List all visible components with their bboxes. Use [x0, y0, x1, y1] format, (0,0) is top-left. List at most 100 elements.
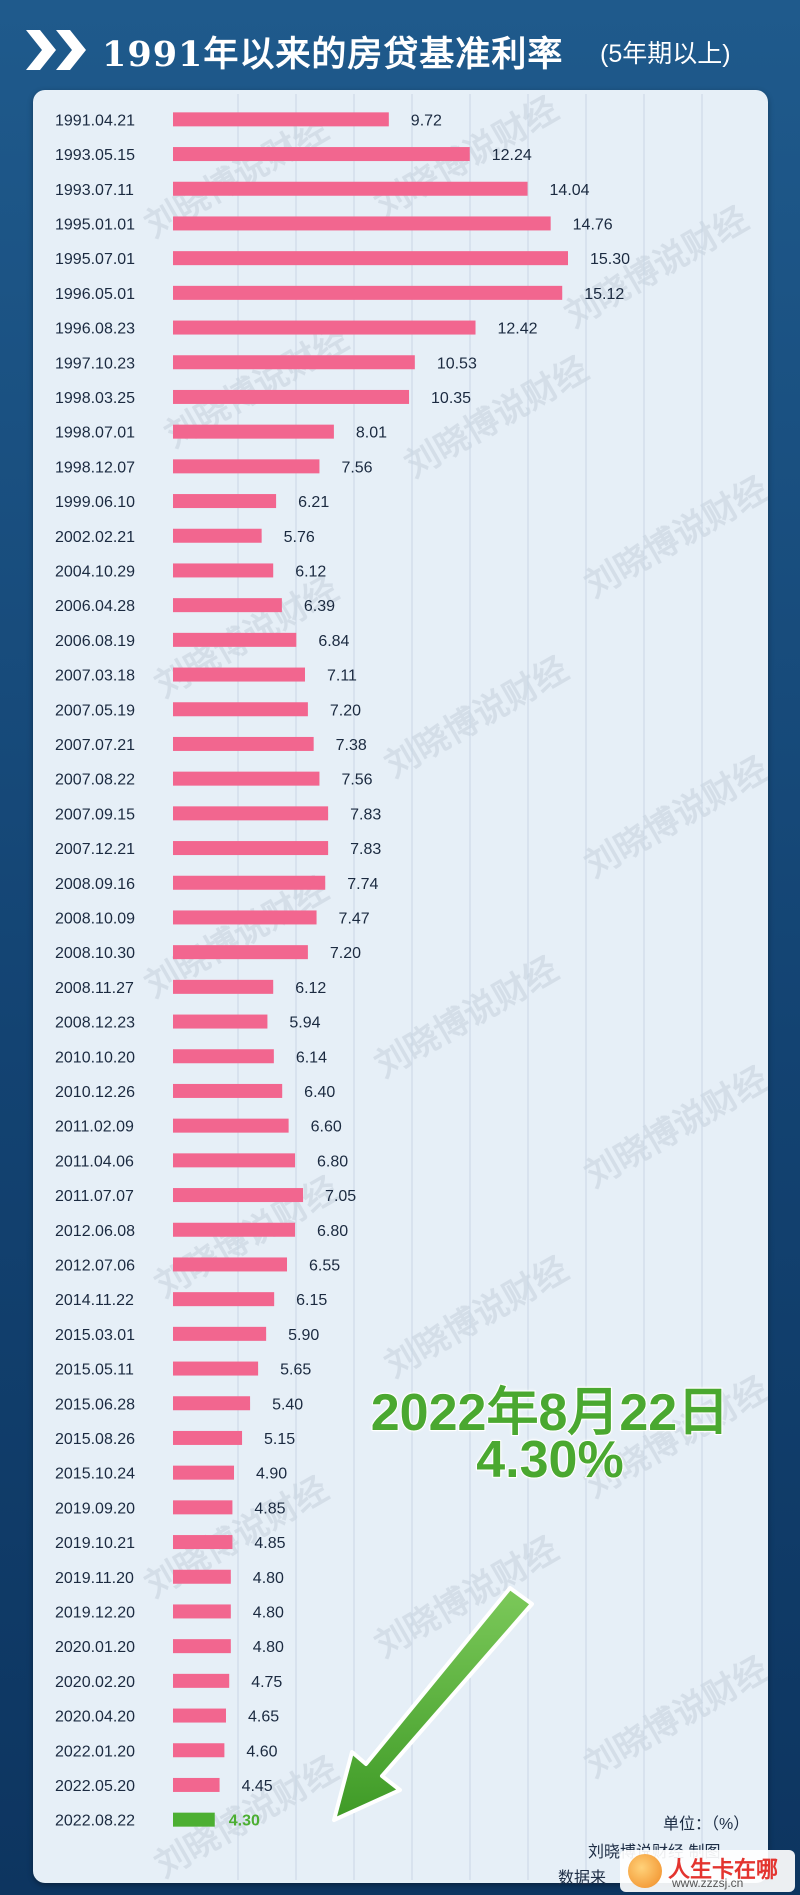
bar: [173, 1500, 233, 1515]
category-tick-label: 1996.08.23: [55, 321, 135, 338]
bar: [173, 1639, 231, 1654]
category-tick-label: 2014.11.22: [55, 1292, 134, 1309]
bar: [173, 1708, 226, 1723]
category-tick-label: 2019.12.20: [55, 1604, 135, 1621]
bar: [173, 1049, 274, 1064]
bar-value-label: 4.80: [253, 1604, 284, 1621]
bar: [173, 181, 528, 196]
bar: [173, 771, 320, 786]
bar: [173, 702, 308, 717]
chart-panel: 刘晓博说财经 刘晓博说财经 刘晓博说财经 刘晓博说财经 刘晓博说财经 刘晓博说财经 刘晓博说…: [33, 90, 768, 1883]
category-tick-label: 2007.12.21: [55, 841, 135, 858]
bar: [173, 112, 389, 127]
bar-value-label: 7.56: [341, 459, 372, 476]
bar: [173, 1188, 304, 1203]
bar-value-label: 14.76: [573, 216, 613, 233]
category-tick-label: 2011.07.07: [55, 1188, 134, 1205]
category-tick-label: 2022.05.20: [55, 1778, 135, 1795]
bar-value-label: 4.75: [251, 1674, 282, 1691]
bar-value-label: 7.20: [330, 945, 361, 962]
bar: [173, 1673, 230, 1688]
double-chevron-icon: [26, 30, 86, 70]
bar: [173, 563, 274, 578]
bar: [173, 216, 551, 231]
category-tick-label: 2002.02.21: [55, 529, 135, 546]
category-tick-label: 2015.05.11: [55, 1362, 134, 1379]
bar-value-label: 10.35: [431, 390, 471, 407]
category-tick-label: 2011.02.09: [55, 1119, 134, 1136]
bar: [173, 841, 329, 856]
bar: [173, 1118, 289, 1133]
bar: [173, 1153, 296, 1168]
category-tick-label: 2007.03.18: [55, 668, 135, 685]
site-logo: 人生卡在哪 www.zzzsj.cn: [620, 1850, 795, 1892]
category-tick-label: 2004.10.29: [55, 563, 135, 580]
bar: [173, 1292, 275, 1307]
category-tick-label: 2019.09.20: [55, 1500, 135, 1517]
category-tick-label: 2010.10.20: [55, 1049, 135, 1066]
bar-value-label: 7.56: [341, 772, 372, 789]
bar-value-label: 7.20: [330, 702, 361, 719]
bar: [173, 806, 329, 821]
bar: [173, 459, 320, 474]
page-title: 1991年以来的房贷基准利率: [102, 34, 564, 75]
bar: [173, 598, 282, 613]
unit-note: 单位：（%）: [663, 1816, 750, 1833]
category-tick-label: 2008.11.27: [55, 980, 134, 997]
category-tick-label: 2007.09.15: [55, 806, 135, 823]
bar: [173, 424, 334, 439]
bar-value-label: 6.55: [309, 1257, 340, 1274]
bar: [173, 285, 563, 300]
bar: [173, 1361, 259, 1376]
bar-value-label: 7.11: [327, 668, 357, 685]
bar: [173, 528, 262, 543]
category-tick-label: 1998.03.25: [55, 390, 135, 407]
category-tick-label: 2007.08.22: [55, 772, 135, 789]
category-tick-label: 1993.07.11: [55, 182, 134, 199]
bar-value-label: 5.94: [289, 1015, 320, 1032]
category-tick-label: 2015.08.26: [55, 1431, 135, 1448]
bar-value-label: 6.39: [304, 598, 335, 615]
bar: [173, 389, 410, 404]
bar: [173, 1326, 267, 1341]
bar-value-label: 4.45: [242, 1778, 273, 1795]
category-tick-label: 2015.10.24: [55, 1466, 135, 1483]
bar-value-label: 6.12: [295, 980, 326, 997]
category-tick-label: 1999.06.10: [55, 494, 135, 511]
callout-date: 2022年8月22日: [370, 1383, 730, 1443]
category-tick-label: 2006.04.28: [55, 598, 135, 615]
category-tick-label: 2008.10.30: [55, 945, 135, 962]
bar: [173, 1083, 283, 1098]
bar: [173, 494, 277, 509]
site-logo-name: 人生卡在哪: [668, 1857, 779, 1882]
category-tick-label: 2012.06.08: [55, 1223, 135, 1240]
bar-value-label: 6.80: [317, 1223, 348, 1240]
bar-value-label: 6.40: [304, 1084, 335, 1101]
bar: [173, 1465, 235, 1480]
bar-value-label: 5.40: [272, 1396, 303, 1413]
bar-value-label: 4.90: [256, 1466, 287, 1483]
bar: [173, 979, 274, 994]
category-tick-label: 1993.05.15: [55, 147, 135, 164]
category-tick-label: 2020.04.20: [55, 1709, 135, 1726]
bar-value-label: 10.53: [437, 355, 477, 372]
category-tick-label: 2008.10.09: [55, 910, 135, 927]
bar: [173, 1604, 231, 1619]
bar-value-label: 4.30: [229, 1813, 260, 1830]
bar: [173, 945, 308, 960]
category-tick-label: 2011.04.06: [55, 1153, 134, 1170]
bar: [173, 251, 568, 266]
highlight-bar: [173, 1812, 215, 1827]
bar-value-label: 7.47: [339, 910, 370, 927]
bar-value-label: 4.85: [254, 1535, 285, 1552]
bar-value-label: 5.90: [288, 1327, 319, 1344]
category-tick-label: 1995.01.01: [55, 216, 135, 233]
bar-value-label: 6.80: [317, 1153, 348, 1170]
category-tick-label: 2022.08.22: [55, 1813, 135, 1830]
callout-rate: 4.30%: [475, 1430, 624, 1490]
bar-value-label: 7.83: [350, 806, 381, 823]
bar: [173, 147, 470, 162]
bar-value-label: 7.83: [350, 841, 381, 858]
page-subtitle: (5年期以上): [600, 40, 731, 68]
